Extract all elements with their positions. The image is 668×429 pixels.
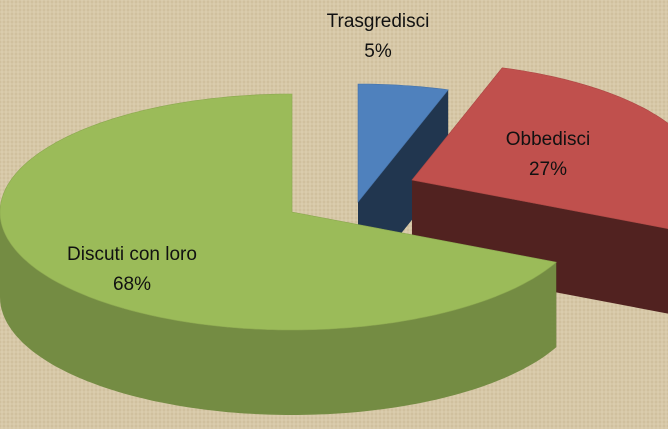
slice-value-label: 5% — [364, 41, 392, 62]
pie — [0, 67, 668, 415]
slice — [0, 93, 557, 331]
slice — [411, 67, 668, 229]
slice-value-label: 27% — [529, 159, 567, 180]
slice-label: Trasgredisci — [327, 11, 430, 32]
slice-label: Obbedisci — [506, 129, 591, 150]
slice-wall — [412, 180, 668, 314]
slice-side — [0, 212, 557, 415]
slice-label: Discuti con loro — [67, 244, 197, 265]
slice-value-label: 68% — [113, 274, 151, 295]
slice — [357, 83, 449, 203]
